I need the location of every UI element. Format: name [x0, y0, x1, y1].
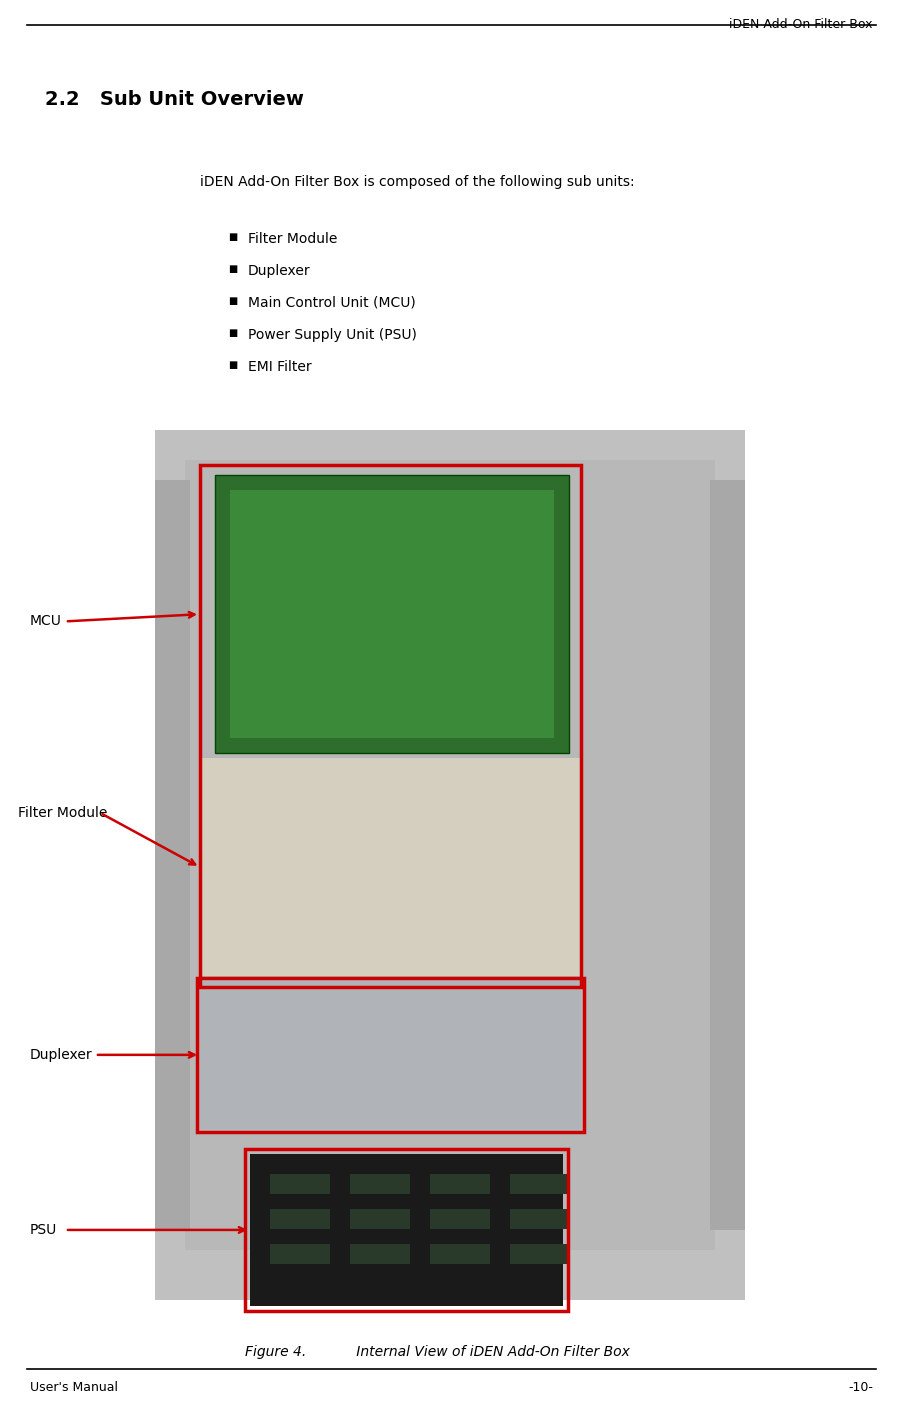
Bar: [510, 1245, 569, 1264]
Bar: [429, 1209, 490, 1229]
Bar: [185, 460, 714, 1250]
Bar: [350, 1174, 410, 1194]
Bar: [270, 1245, 329, 1264]
Text: Filter Module: Filter Module: [18, 806, 107, 820]
Bar: [199, 981, 580, 1129]
Bar: [197, 978, 583, 1132]
Text: iDEN Add-On Filter Box: iDEN Add-On Filter Box: [729, 18, 872, 31]
Bar: [350, 1245, 410, 1264]
Bar: [429, 1174, 490, 1194]
Text: Figure 4.: Figure 4.: [244, 1345, 306, 1359]
Bar: [270, 1174, 329, 1194]
Bar: [709, 480, 744, 1230]
Text: ■: ■: [227, 360, 237, 370]
Text: Internal View of iDEN Add-On Filter Box: Internal View of iDEN Add-On Filter Box: [329, 1345, 630, 1359]
Text: Power Supply Unit (PSU): Power Supply Unit (PSU): [248, 327, 417, 341]
Text: EMI Filter: EMI Filter: [248, 360, 311, 374]
Bar: [350, 1209, 410, 1229]
Bar: [230, 490, 554, 738]
Bar: [244, 1149, 567, 1311]
Text: ■: ■: [227, 327, 237, 339]
Text: ■: ■: [227, 231, 237, 243]
Bar: [215, 476, 568, 753]
Text: MCU: MCU: [30, 614, 62, 628]
Text: ■: ■: [227, 296, 237, 306]
Bar: [429, 1245, 490, 1264]
Text: Duplexer: Duplexer: [30, 1048, 93, 1062]
Bar: [270, 1209, 329, 1229]
Text: Filter Module: Filter Module: [248, 231, 337, 246]
Bar: [510, 1209, 569, 1229]
Text: User's Manual: User's Manual: [30, 1381, 118, 1394]
Text: ■: ■: [227, 264, 237, 274]
Bar: [199, 466, 580, 988]
Bar: [250, 1154, 562, 1307]
Bar: [155, 430, 744, 1300]
Text: iDEN Add-On Filter Box is composed of the following sub units:: iDEN Add-On Filter Box is composed of th…: [199, 175, 634, 189]
Bar: [510, 1174, 569, 1194]
Text: Duplexer: Duplexer: [248, 264, 310, 278]
Text: Main Control Unit (MCU): Main Control Unit (MCU): [248, 296, 415, 310]
Bar: [199, 758, 580, 976]
Text: PSU: PSU: [30, 1223, 57, 1237]
Bar: [155, 480, 189, 1230]
Text: 2.2   Sub Unit Overview: 2.2 Sub Unit Overview: [45, 90, 304, 109]
Text: -10-: -10-: [847, 1381, 872, 1394]
